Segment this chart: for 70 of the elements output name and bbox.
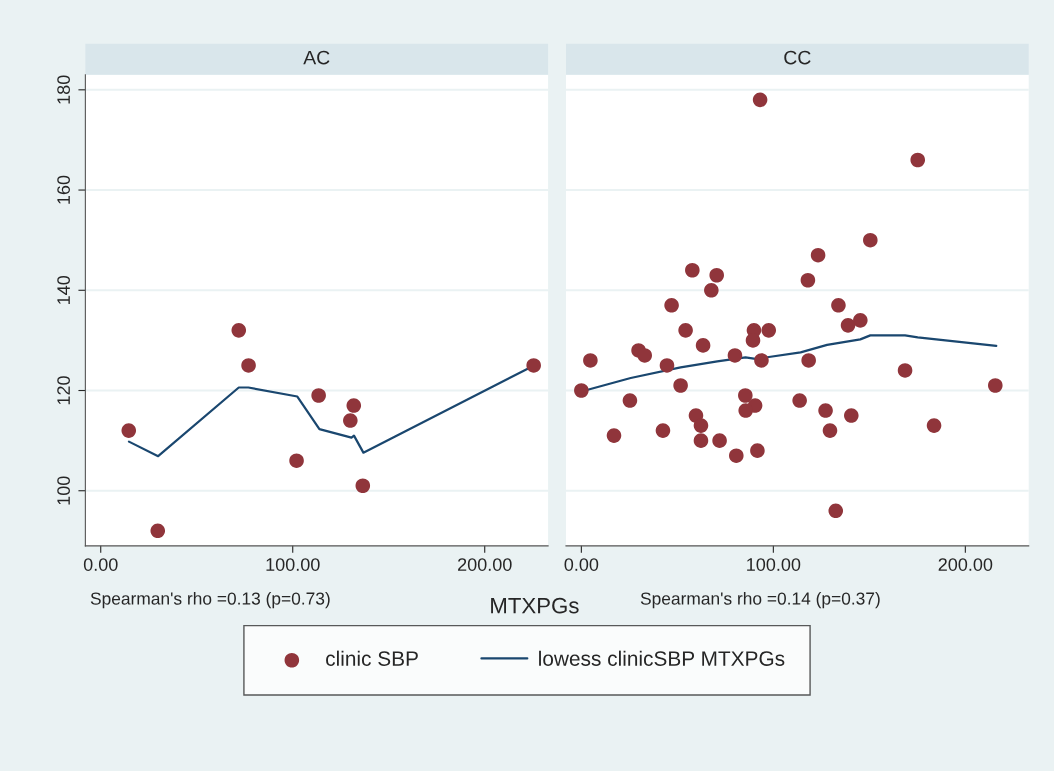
y-tick-label: 100 [57, 476, 70, 505]
point [622, 393, 638, 408]
x-tick-label: 0.00 [83, 558, 118, 571]
point [752, 92, 768, 108]
point [659, 358, 675, 373]
point [712, 433, 727, 448]
legend-label: lowess clinicSBP MTXPGs [539, 650, 785, 666]
point [822, 423, 838, 438]
legend-label: clinic SBP [326, 650, 418, 666]
point [311, 388, 326, 403]
point [831, 298, 846, 313]
x-tick-label: 200.00 [938, 558, 993, 571]
point [792, 393, 807, 408]
point [853, 313, 868, 328]
x-tick-label: 100.00 [266, 558, 320, 571]
text: Spearman's rho =0.13 (p=0.73) [90, 591, 330, 609]
point [574, 383, 589, 398]
y-tick-label: 140 [57, 275, 70, 304]
x-tick-label: 0.00 [564, 558, 599, 571]
point [863, 232, 878, 248]
x-tick-label: 100.00 [747, 558, 801, 571]
point [695, 338, 711, 353]
text: Spearman's rho =0.14 (p=0.37) [640, 591, 880, 609]
chart-title: AC [303, 50, 330, 65]
point [343, 413, 358, 428]
y-tick-label: 160 [57, 175, 70, 204]
point [346, 398, 362, 413]
point [231, 323, 247, 338]
point [897, 363, 913, 378]
point [988, 378, 1003, 393]
x-axis-title: MTXPGs [491, 597, 579, 614]
x-tick-label: 200.00 [458, 558, 512, 571]
point [583, 353, 598, 368]
point [685, 262, 700, 278]
point [844, 408, 859, 423]
point [818, 403, 833, 418]
point [241, 358, 256, 373]
point [800, 272, 816, 288]
point [664, 298, 679, 313]
point [655, 423, 671, 438]
point [673, 378, 688, 393]
point [606, 428, 622, 443]
point [709, 267, 724, 283]
point [840, 318, 856, 333]
point [738, 403, 753, 418]
point [810, 247, 826, 263]
chart-title: CC [784, 50, 811, 65]
point [750, 443, 765, 458]
y-tick-label: 120 [57, 376, 70, 405]
point [289, 453, 304, 468]
point [693, 433, 709, 448]
point [738, 388, 753, 403]
point [828, 503, 844, 519]
point [678, 323, 693, 338]
point [526, 358, 541, 373]
point [729, 448, 744, 463]
y-tick-label: 180 [57, 75, 70, 104]
point [926, 418, 942, 433]
point [693, 418, 709, 433]
point [637, 348, 652, 363]
point [150, 523, 166, 539]
point [801, 353, 816, 368]
point [727, 348, 743, 363]
point [121, 423, 137, 438]
point [745, 333, 761, 348]
point [754, 353, 769, 368]
point [910, 152, 926, 168]
point [355, 478, 371, 494]
point [761, 323, 777, 338]
point [704, 283, 719, 298]
